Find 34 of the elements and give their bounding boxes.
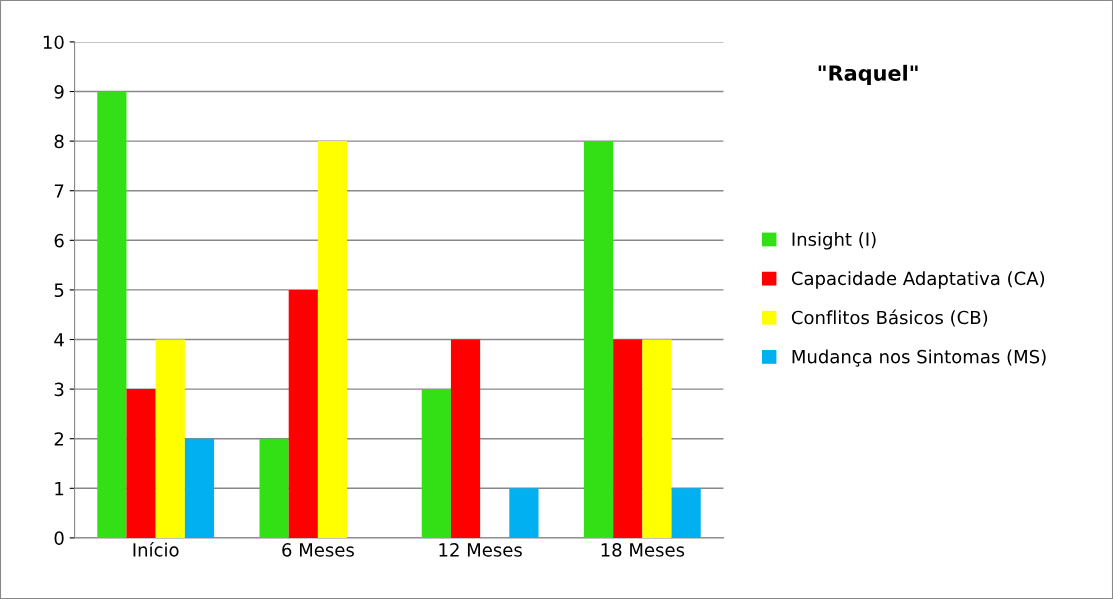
bar (583, 141, 614, 538)
y-tick-label: 1 (55, 482, 64, 496)
x-tick-label: 18 Meses (601, 543, 685, 557)
y-tick-label: 8 (54, 134, 64, 149)
legend-label: Insight (I) (792, 232, 876, 250)
legend-label: Conflitos Básicos (CB) (791, 309, 988, 327)
bar (97, 91, 127, 538)
y-tick-label: 5 (54, 283, 64, 298)
y-tick-label: 7 (54, 184, 64, 198)
bar (155, 339, 185, 538)
y-tick-label: 3 (54, 382, 64, 397)
x-tick-label: 6 Meses (282, 543, 354, 557)
bar (450, 339, 481, 538)
y-tick-label: 4 (54, 333, 64, 347)
bar (642, 339, 672, 538)
x-tick-label: Início (133, 542, 179, 557)
y-tick-label: 6 (54, 233, 64, 248)
legend-label: Capacidade Adaptativa (CA) (791, 271, 1045, 289)
y-tick-label: 9 (54, 84, 64, 99)
y-tick-label: 10 (43, 35, 64, 50)
x-tick-label: 12 Meses (439, 543, 522, 557)
legend-label: Mudança nos Sintomas (MS) (792, 349, 1046, 367)
bar (259, 438, 289, 538)
bar (509, 488, 539, 538)
y-tick-label: 2 (54, 432, 64, 446)
bar (421, 389, 451, 538)
y-tick-label: 0 (54, 531, 64, 546)
bar (184, 438, 215, 538)
bar (671, 488, 701, 538)
text: "Raquel" (818, 64, 918, 85)
bar (317, 141, 348, 538)
bar (288, 289, 318, 538)
bar (613, 339, 643, 538)
bar (126, 389, 156, 538)
